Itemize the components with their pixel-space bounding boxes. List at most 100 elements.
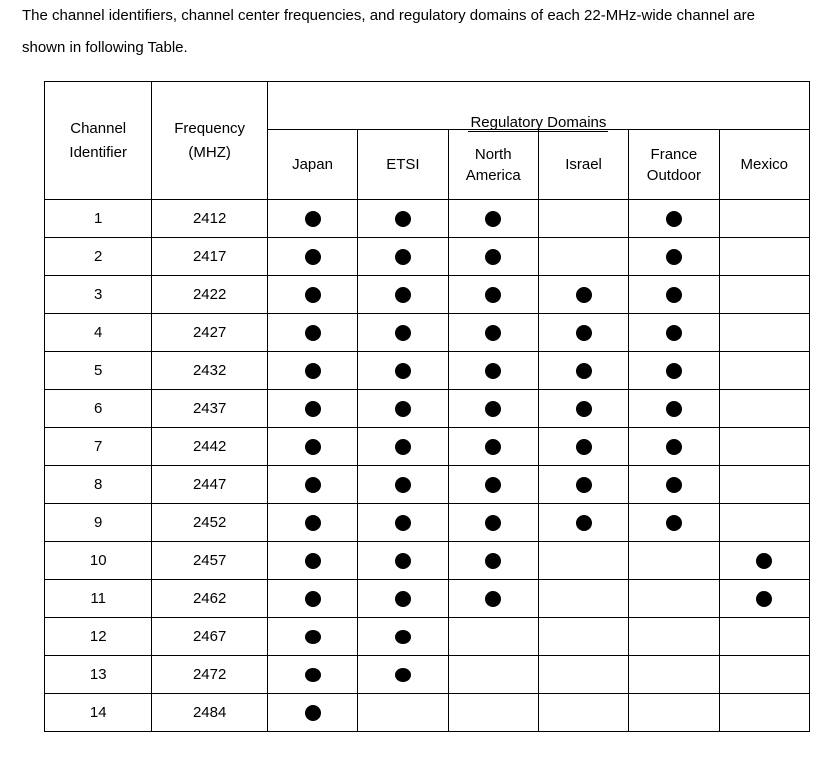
cell-channel-id: 8 xyxy=(45,466,152,504)
cell-mark xyxy=(538,504,628,542)
cell-mark xyxy=(448,580,538,618)
cell-mark xyxy=(267,694,357,732)
cell-frequency: 2437 xyxy=(152,390,267,428)
cell-mark xyxy=(358,238,448,276)
cell-mark xyxy=(538,466,628,504)
cell-mark xyxy=(719,466,809,504)
cell-mark xyxy=(358,580,448,618)
filled-circle-icon xyxy=(485,325,501,341)
th-channel-id: Channel Identifier xyxy=(45,82,152,200)
table-row: 52432 xyxy=(45,352,810,390)
cell-mark xyxy=(629,428,719,466)
cell-mark xyxy=(267,238,357,276)
table-head: Channel Identifier Frequency (MHZ) Regul… xyxy=(45,82,810,200)
table-row: 42427 xyxy=(45,314,810,352)
filled-circle-icon xyxy=(395,515,411,531)
filled-circle-icon xyxy=(305,515,321,531)
filled-circle-icon xyxy=(395,477,411,493)
cell-channel-id: 13 xyxy=(45,656,152,694)
table-row: 122467 xyxy=(45,618,810,656)
cell-frequency: 2427 xyxy=(152,314,267,352)
cell-mark xyxy=(267,504,357,542)
cell-mark xyxy=(267,352,357,390)
cell-mark xyxy=(629,618,719,656)
cell-mark xyxy=(538,200,628,238)
cell-channel-id: 2 xyxy=(45,238,152,276)
filled-circle-icon xyxy=(576,363,592,379)
th-japan: Japan xyxy=(267,130,357,200)
cell-frequency: 2432 xyxy=(152,352,267,390)
filled-circle-icon xyxy=(666,363,682,379)
cell-mark xyxy=(448,428,538,466)
table-row: 22417 xyxy=(45,238,810,276)
filled-circle-icon xyxy=(395,439,411,455)
cell-mark xyxy=(538,314,628,352)
cell-mark xyxy=(629,656,719,694)
cell-frequency: 2452 xyxy=(152,504,267,542)
filled-circle-icon xyxy=(395,630,411,644)
cell-mark xyxy=(538,618,628,656)
cell-mark xyxy=(538,428,628,466)
cell-mark xyxy=(719,580,809,618)
filled-circle-icon xyxy=(485,211,501,227)
cell-mark xyxy=(719,314,809,352)
cell-mark xyxy=(629,694,719,732)
cell-mark xyxy=(267,390,357,428)
cell-mark xyxy=(358,200,448,238)
filled-circle-icon xyxy=(666,401,682,417)
filled-circle-icon xyxy=(485,401,501,417)
cell-mark xyxy=(448,504,538,542)
cell-mark xyxy=(267,542,357,580)
cell-mark xyxy=(448,542,538,580)
cell-mark xyxy=(358,276,448,314)
cell-mark xyxy=(267,314,357,352)
cell-mark xyxy=(538,352,628,390)
cell-mark xyxy=(448,466,538,504)
cell-mark xyxy=(358,542,448,580)
cell-mark xyxy=(538,276,628,314)
cell-frequency: 2472 xyxy=(152,656,267,694)
cell-mark xyxy=(358,466,448,504)
table-row: 132472 xyxy=(45,656,810,694)
filled-circle-icon xyxy=(395,401,411,417)
cell-mark xyxy=(719,694,809,732)
th-france-outdoor: France Outdoor xyxy=(629,130,719,200)
filled-circle-icon xyxy=(305,439,321,455)
cell-mark xyxy=(719,428,809,466)
filled-circle-icon xyxy=(485,553,501,569)
filled-circle-icon xyxy=(666,287,682,303)
cell-mark xyxy=(719,276,809,314)
cell-mark xyxy=(629,238,719,276)
filled-circle-icon xyxy=(576,287,592,303)
cell-mark xyxy=(629,390,719,428)
filled-circle-icon xyxy=(305,249,321,265)
cell-mark xyxy=(358,694,448,732)
cell-mark xyxy=(719,504,809,542)
cell-channel-id: 6 xyxy=(45,390,152,428)
cell-frequency: 2462 xyxy=(152,580,267,618)
filled-circle-icon xyxy=(305,325,321,341)
cell-mark xyxy=(538,656,628,694)
th-frequency: Frequency (MHZ) xyxy=(152,82,267,200)
cell-frequency: 2457 xyxy=(152,542,267,580)
cell-mark xyxy=(629,314,719,352)
filled-circle-icon xyxy=(305,630,321,644)
cell-mark xyxy=(538,542,628,580)
intro-paragraph: The channel identifiers, channel center … xyxy=(20,0,795,63)
cell-mark xyxy=(629,504,719,542)
cell-channel-id: 5 xyxy=(45,352,152,390)
cell-frequency: 2417 xyxy=(152,238,267,276)
filled-circle-icon xyxy=(395,211,411,227)
filled-circle-icon xyxy=(305,211,321,227)
channel-table: Channel Identifier Frequency (MHZ) Regul… xyxy=(44,81,810,732)
cell-mark xyxy=(267,428,357,466)
table-row: 102457 xyxy=(45,542,810,580)
cell-mark xyxy=(719,390,809,428)
cell-channel-id: 10 xyxy=(45,542,152,580)
filled-circle-icon xyxy=(395,553,411,569)
cell-channel-id: 11 xyxy=(45,580,152,618)
cell-mark xyxy=(629,466,719,504)
filled-circle-icon xyxy=(576,325,592,341)
filled-circle-icon xyxy=(395,591,411,607)
filled-circle-icon xyxy=(485,591,501,607)
